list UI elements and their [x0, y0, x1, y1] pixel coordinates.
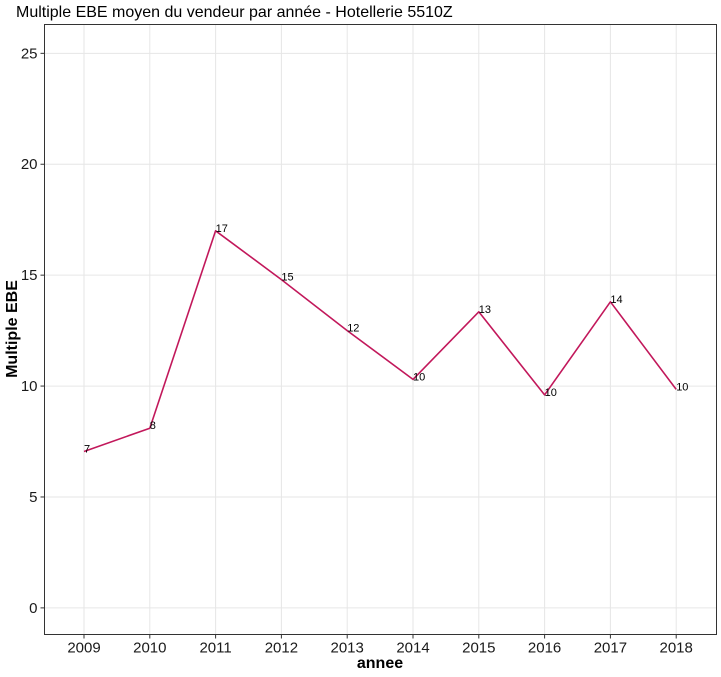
y-axis-ticks: 0 5 10 15 20 25: [21, 45, 45, 617]
x-tick-label: 2011: [199, 640, 231, 657]
series-lines: [83, 230, 677, 453]
y-tick-label: 0: [29, 600, 37, 617]
x-tick-label: 2012: [265, 640, 298, 657]
data-label: 10: [676, 381, 688, 393]
data-label: 17: [216, 223, 228, 235]
chart-title: Multiple EBE moyen du vendeur par année …: [16, 4, 453, 21]
y-tick-label: 10: [21, 378, 38, 395]
y-axis-title: Multiple EBE: [4, 280, 21, 378]
x-tick-label: 2015: [462, 640, 495, 657]
x-tick-label: 2018: [660, 640, 693, 657]
x-tick-label: 2014: [396, 640, 429, 657]
y-tick-label: 5: [29, 489, 37, 506]
data-labels: 7 8 17 15 12 10 13 10 14 10: [84, 223, 688, 456]
data-label: 8: [150, 420, 156, 432]
data-label: 10: [413, 371, 425, 383]
y-tick-label: 25: [21, 45, 38, 62]
grid-lines: [44, 24, 717, 635]
y-tick-label: 20: [21, 156, 38, 173]
data-label: 7: [84, 444, 90, 456]
x-tick-label: 2017: [594, 640, 627, 657]
data-label: 15: [281, 272, 293, 284]
data-label: 12: [347, 323, 359, 335]
data-label: 13: [479, 304, 491, 316]
y-tick-label: 15: [21, 267, 38, 284]
x-tick-label: 2016: [528, 640, 561, 657]
series-line: [83, 230, 677, 453]
data-label: 14: [610, 294, 622, 306]
x-tick-label: 2009: [67, 640, 100, 657]
x-axis-title: annee: [357, 655, 403, 672]
x-axis-ticks: 2009 2010 2011 2012 2013 2014 2015 2016 2017 2018: [67, 634, 693, 657]
plot-frame: [44, 24, 717, 635]
data-label: 10: [545, 387, 557, 399]
x-tick-label: 2013: [331, 640, 364, 657]
x-tick-label: 2010: [133, 640, 166, 657]
